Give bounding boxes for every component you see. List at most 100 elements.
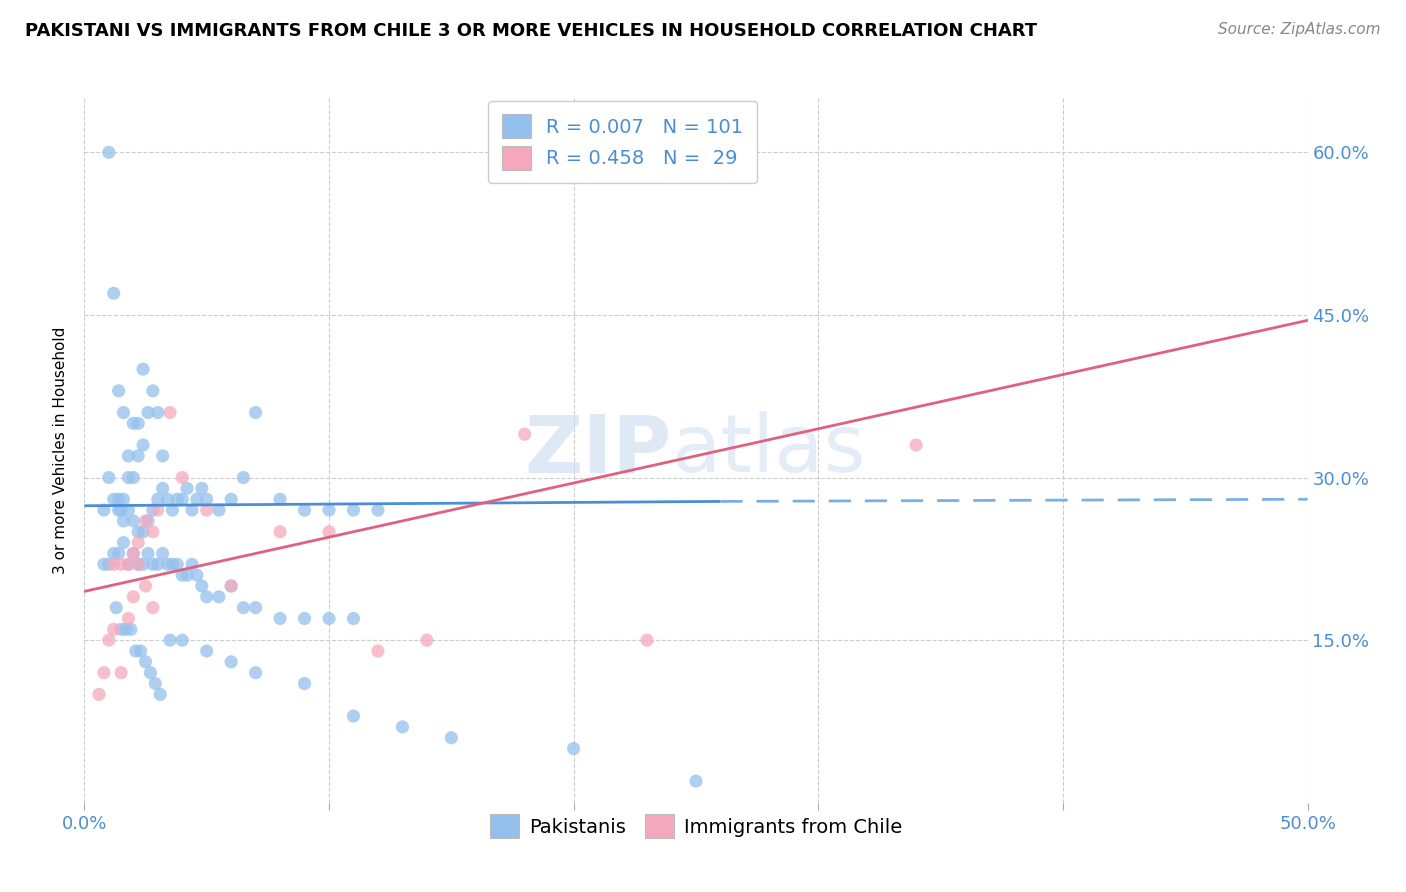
Point: [110, 558, 132, 572]
Point: [127, 417, 149, 431]
Point: [122, 590, 145, 604]
Point: [146, 503, 169, 517]
Point: [195, 590, 218, 604]
Point: [107, 546, 129, 560]
Point: [294, 676, 316, 690]
Point: [146, 558, 169, 572]
Text: Source: ZipAtlas.com: Source: ZipAtlas.com: [1218, 22, 1381, 37]
Point: [110, 623, 132, 637]
Point: [136, 514, 159, 528]
Point: [391, 720, 413, 734]
Point: [905, 438, 928, 452]
Point: [294, 611, 316, 625]
Point: [159, 405, 181, 419]
Point: [127, 558, 149, 572]
Legend: Pakistanis, Immigrants from Chile: Pakistanis, Immigrants from Chile: [482, 806, 910, 846]
Point: [135, 514, 157, 528]
Point: [146, 492, 169, 507]
Point: [219, 655, 242, 669]
Point: [110, 503, 132, 517]
Point: [219, 579, 242, 593]
Point: [97, 470, 120, 484]
Point: [181, 558, 204, 572]
Point: [93, 665, 115, 680]
Point: [191, 482, 214, 496]
Point: [107, 384, 129, 398]
Point: [219, 492, 242, 507]
Point: [269, 492, 291, 507]
Point: [208, 590, 231, 604]
Point: [142, 558, 165, 572]
Point: [110, 665, 132, 680]
Point: [208, 503, 231, 517]
Point: [117, 503, 139, 517]
Point: [97, 633, 120, 648]
Point: [122, 417, 145, 431]
Point: [186, 568, 208, 582]
Point: [146, 405, 169, 419]
Point: [127, 535, 149, 549]
Point: [685, 774, 707, 789]
Point: [162, 558, 184, 572]
Point: [136, 546, 159, 560]
Point: [172, 470, 194, 484]
Point: [318, 524, 340, 539]
Point: [142, 524, 165, 539]
Point: [103, 623, 125, 637]
Point: [103, 492, 125, 507]
Point: [195, 503, 218, 517]
Point: [132, 438, 155, 452]
Point: [162, 503, 184, 517]
Point: [166, 492, 188, 507]
Point: [135, 655, 157, 669]
Point: [142, 600, 165, 615]
Point: [117, 449, 139, 463]
Point: [87, 687, 110, 701]
Point: [125, 644, 148, 658]
Point: [156, 558, 179, 572]
Point: [152, 546, 174, 560]
Point: [132, 362, 155, 376]
Point: [117, 558, 139, 572]
Point: [112, 514, 135, 528]
Point: [367, 503, 389, 517]
Point: [142, 384, 165, 398]
Point: [112, 405, 135, 419]
Point: [143, 676, 166, 690]
Point: [97, 558, 120, 572]
Point: [636, 633, 658, 648]
Point: [191, 579, 214, 593]
Point: [132, 524, 155, 539]
Point: [367, 644, 389, 658]
Point: [122, 514, 145, 528]
Point: [172, 568, 194, 582]
Point: [112, 492, 135, 507]
Y-axis label: 3 or more Vehicles in Household: 3 or more Vehicles in Household: [53, 326, 69, 574]
Point: [120, 623, 142, 637]
Point: [127, 524, 149, 539]
Point: [117, 611, 139, 625]
Point: [318, 503, 340, 517]
Point: [172, 633, 194, 648]
Point: [342, 611, 364, 625]
Point: [149, 687, 172, 701]
Point: [232, 600, 254, 615]
Point: [122, 546, 145, 560]
Point: [107, 492, 129, 507]
Point: [232, 470, 254, 484]
Point: [416, 633, 439, 648]
Point: [117, 470, 139, 484]
Point: [103, 546, 125, 560]
Point: [269, 524, 291, 539]
Point: [97, 145, 120, 160]
Point: [127, 449, 149, 463]
Point: [107, 503, 129, 517]
Text: ZIP: ZIP: [524, 411, 672, 490]
Point: [318, 611, 340, 625]
Point: [112, 535, 135, 549]
Point: [186, 492, 208, 507]
Point: [139, 665, 162, 680]
Point: [342, 503, 364, 517]
Point: [103, 286, 125, 301]
Point: [136, 405, 159, 419]
